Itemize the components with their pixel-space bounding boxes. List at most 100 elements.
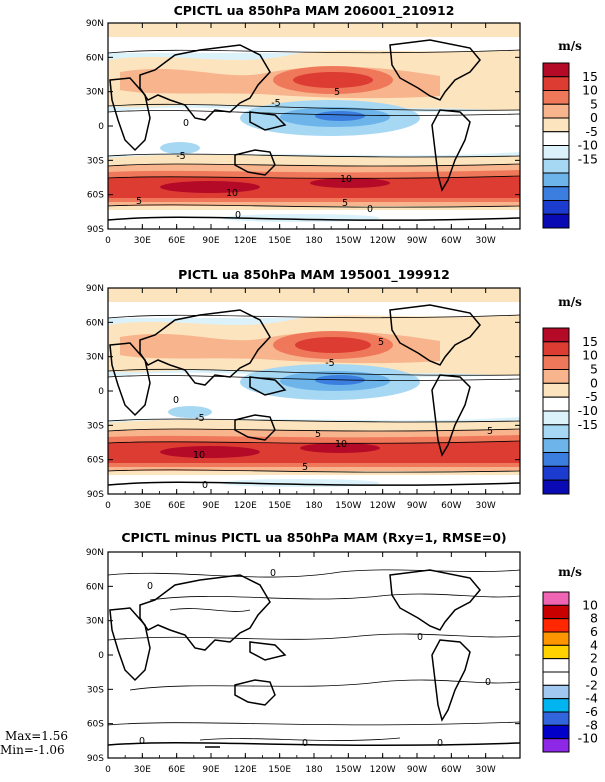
colorbar-box: [542, 684, 570, 700]
svg-text:5: 5: [302, 462, 308, 473]
lon-tick-label: 90E: [202, 501, 219, 511]
colorbar-box: [542, 698, 570, 713]
colorbar-label: -15: [578, 151, 598, 166]
colorbar-box: [542, 396, 570, 412]
lon-tick-label: 150E: [268, 765, 291, 775]
svg-text:0: 0: [147, 581, 153, 592]
colorbar-box: [542, 631, 570, 646]
colorbar-box: [542, 711, 570, 726]
max-value: Max=1.56: [5, 729, 68, 743]
lat-tick-label: 0: [98, 122, 104, 132]
contour-labels: 5 -5 0 -5 10 10 5 5 0 0: [136, 87, 373, 221]
lon-tick-label: 150E: [268, 236, 291, 246]
lat-tick-label: 90N: [86, 548, 104, 558]
lon-tick-label: 30W: [475, 236, 495, 246]
colorbar-label: 0: [590, 375, 598, 390]
svg-text:5: 5: [136, 196, 142, 207]
lon-tick-label: 0: [105, 765, 111, 775]
colorbar-label: -4: [586, 691, 599, 706]
lon-tick-label: 60E: [168, 765, 185, 775]
lat-tick-label: 90N: [86, 284, 104, 294]
lon-tick-label: 90W: [407, 765, 427, 775]
colorbar-label: 2: [590, 651, 598, 666]
coastlines: [108, 304, 520, 486]
lon-tick-label: 120E: [234, 501, 257, 511]
colorbar-box: [542, 103, 570, 119]
panel-bottom: CPICTL minus PICTL ua 850hPa MAM (Rxy=1,…: [0, 530, 599, 759]
lon-tick-label: 0: [105, 501, 111, 511]
lon-tick-label: 120E: [234, 236, 257, 246]
svg-text:10: 10: [226, 188, 238, 199]
colorbar-label: 6: [590, 624, 598, 639]
lat-tick-label: 30S: [87, 685, 104, 695]
lon-tick-label: 180: [305, 501, 322, 511]
svg-text:5: 5: [487, 426, 493, 437]
colorbar-label: -10: [578, 138, 598, 153]
lat-tick-label: 60N: [86, 318, 104, 328]
colorbar-label: 8: [590, 611, 598, 626]
colorbar-box: [542, 200, 570, 215]
svg-text:0: 0: [485, 677, 491, 688]
svg-text:5: 5: [315, 429, 321, 440]
colorbar-box: [542, 172, 570, 188]
lat-tick-label: 30N: [86, 617, 104, 627]
colorbar-box: [542, 76, 570, 91]
lon-tick-label: 150W: [335, 501, 361, 511]
svg-text:0: 0: [437, 738, 443, 749]
lat-tick-label: 30N: [86, 88, 104, 98]
lon-tick-label: 60W: [441, 501, 461, 511]
lon-tick-label: 30E: [134, 501, 151, 511]
lon-tick-label: 120W: [370, 501, 396, 511]
colorbar-label: -5: [586, 124, 598, 139]
colorbar-box: [542, 724, 570, 740]
colorbar-label: 15: [582, 334, 598, 349]
colorbar-label: -10: [578, 731, 598, 746]
field-shading: [108, 23, 520, 229]
lon-tick-label: 90W: [407, 236, 427, 246]
colorbar-label: -15: [578, 417, 598, 432]
colorbar-box: [542, 355, 570, 370]
colorbar-box: [542, 145, 570, 160]
lon-tick-label: 0: [105, 236, 111, 246]
colorbar-box: [542, 341, 570, 357]
colorbar-box: [542, 618, 570, 633]
lon-tick-label: 120W: [370, 236, 396, 246]
svg-text:-5: -5: [195, 413, 204, 424]
contour-labels: 0 0 0 0 0 0 0: [139, 568, 491, 749]
lon-tick-label: 60W: [441, 765, 461, 775]
lon-tick-label: 60W: [441, 236, 461, 246]
panel-top: CPICTL ua 850hPa MAM 206001_210912: [107, 3, 598, 230]
lon-tick-label: 60E: [168, 236, 185, 246]
lat-tick-label: 0: [98, 387, 104, 397]
colorbar-box: [542, 424, 570, 440]
colorbar-box: [542, 671, 570, 686]
lat-tick-label: 60S: [87, 720, 104, 730]
min-value: Min=-1.06: [0, 743, 65, 757]
colorbar-label: 0: [590, 664, 598, 679]
lat-tick-label: 30S: [87, 421, 104, 431]
lon-tick-label: 120E: [234, 765, 257, 775]
lon-tick-label: 180: [305, 765, 322, 775]
svg-text:5: 5: [342, 198, 348, 209]
svg-text:-5: -5: [325, 358, 334, 369]
colorbar-box: [542, 382, 570, 398]
svg-text:0: 0: [235, 210, 241, 221]
colorbar-box: [542, 327, 570, 343]
unit-label: m/s: [558, 295, 582, 309]
field-shading: [108, 288, 520, 494]
lat-tick-label: 30S: [87, 156, 104, 166]
unit-label: m/s: [558, 39, 582, 53]
svg-text:10: 10: [335, 439, 347, 450]
colorbar-label: 5: [590, 96, 598, 111]
colorbar-label: 4: [590, 637, 598, 652]
panel-title: CPICTL ua 850hPa MAM 206001_210912: [174, 3, 455, 19]
lat-tick-label: 90S: [87, 754, 104, 764]
lon-tick-label: 180: [305, 236, 322, 246]
colorbar-box: [542, 452, 570, 467]
colorbar-label: -8: [586, 717, 599, 732]
